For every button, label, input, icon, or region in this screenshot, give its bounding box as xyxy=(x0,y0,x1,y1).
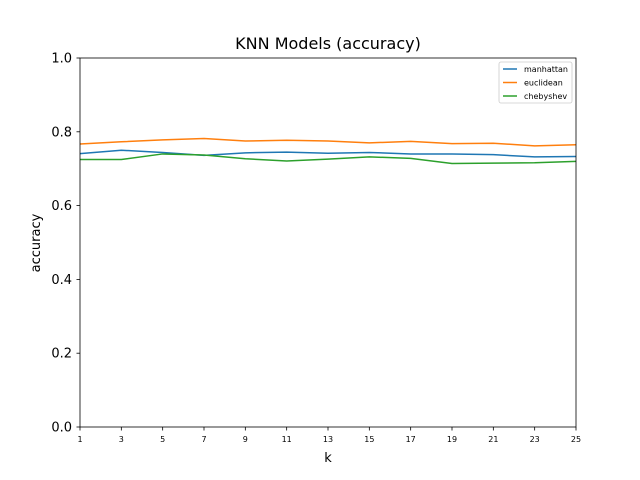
x-tick-label: 15 xyxy=(364,435,374,444)
x-axis-label: k xyxy=(324,451,332,466)
x-tick-label: 1 xyxy=(77,435,82,444)
x-tick-label: 21 xyxy=(488,435,498,444)
x-tick-label: 7 xyxy=(201,435,206,444)
series-line-euclidean xyxy=(79,137,577,147)
x-tick-label: 25 xyxy=(571,435,581,444)
x-tick-label: 5 xyxy=(160,435,165,444)
legend-box xyxy=(498,61,573,104)
series-line-chebyshev xyxy=(80,153,577,165)
legend-label-chebyshev: chebyshev xyxy=(524,92,567,101)
x-tick-label: 23 xyxy=(530,435,540,444)
series-line-manhattan xyxy=(79,149,577,158)
y-tick-label: 0.4 xyxy=(51,273,72,288)
plot-frame xyxy=(79,57,577,428)
chart-title: KNN Models (accuracy) xyxy=(235,34,421,53)
y-tick-label: 0.2 xyxy=(51,347,72,362)
y-tick-label: 0.6 xyxy=(51,199,72,214)
plot-area: 0.00.20.40.60.81.01 3 5 7 9 11 13 15 17 19 21 23 25m… xyxy=(51,52,581,445)
x-tick-label: 11 xyxy=(282,435,292,444)
legend-label-euclidean: euclidean xyxy=(524,79,563,88)
y-tick-label: 1.0 xyxy=(51,52,72,67)
y-tick-label: 0.8 xyxy=(51,125,72,140)
x-tick-label: 3 xyxy=(119,435,124,444)
y-axis-label: accuracy xyxy=(29,213,44,272)
x-tick-label: 19 xyxy=(447,435,457,444)
x-tick-label: 17 xyxy=(406,435,416,444)
x-tick-label: 13 xyxy=(323,435,333,444)
y-tick-label: 0.0 xyxy=(51,421,72,436)
x-tick-label: 9 xyxy=(243,435,248,444)
legend-label-manhattan: manhattan xyxy=(524,65,568,74)
